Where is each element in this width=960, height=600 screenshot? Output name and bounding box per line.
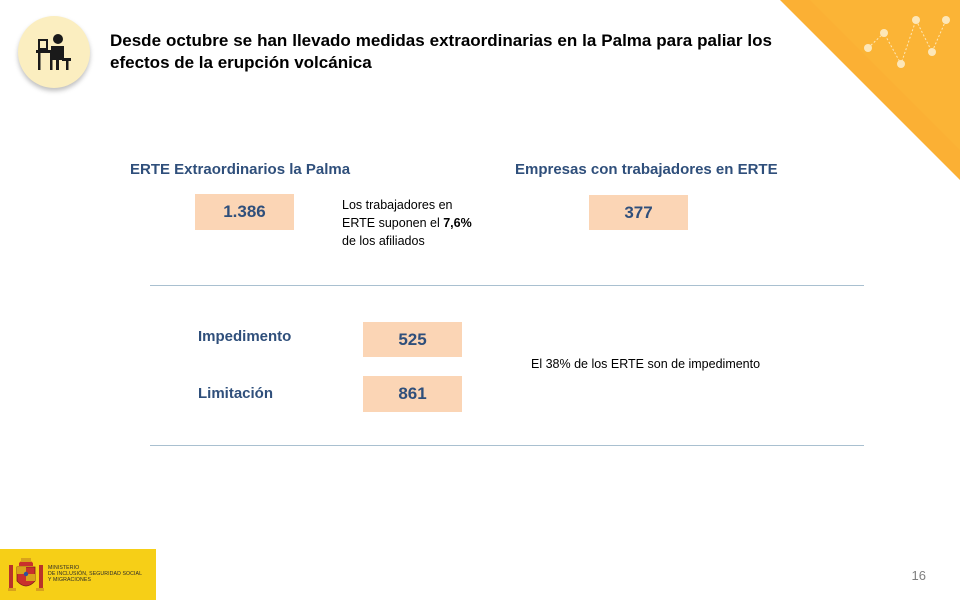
impedimento-value: 525 [363, 322, 462, 357]
worker-at-desk-icon [18, 16, 90, 88]
ministry-line-1: MINISTERIO [48, 565, 80, 571]
note-line-1: Los trabajadores en [342, 198, 453, 212]
note-percentage: 7,6% [443, 216, 472, 230]
impedimento-label: Impedimento [198, 328, 292, 345]
ministry-line-3: Y MIGRACIONES [48, 577, 91, 583]
page-number: 16 [911, 568, 926, 583]
empresas-erte-heading: Empresas con trabajadores en ERTE [515, 161, 778, 178]
note-line-3: de los afiliados [342, 234, 425, 248]
limitacion-value: 861 [363, 376, 462, 412]
erte-total-value: 1.386 [195, 194, 294, 230]
empresas-erte-value: 377 [589, 195, 688, 230]
note-line-2-text: ERTE suponen el [342, 216, 444, 230]
erte-share-note: Los trabajadores en ERTE suponen el 7,6%… [342, 196, 502, 250]
erte-extraordinarios-heading: ERTE Extraordinarios la Palma [130, 161, 351, 178]
note-line-2: ERTE suponen el 7,6% [342, 214, 502, 232]
slide-title: Desde octubre se han llevado medidas ext… [110, 31, 772, 72]
impedimento-share-note: El 38% de los ERTE son de impedimento [531, 357, 761, 371]
section-divider [150, 285, 864, 286]
limitacion-label: Limitación [198, 385, 274, 402]
section-divider [150, 445, 864, 446]
ministry-line-2: DE INCLUSIÓN, SEGURIDAD SOCIAL [48, 571, 143, 577]
coat-of-arms-icon [8, 558, 44, 591]
ministry-name: MINISTERIO DE INCLUSIÓN, SEGURIDAD SOCIA… [48, 565, 142, 583]
corner-decoration [780, 0, 960, 180]
